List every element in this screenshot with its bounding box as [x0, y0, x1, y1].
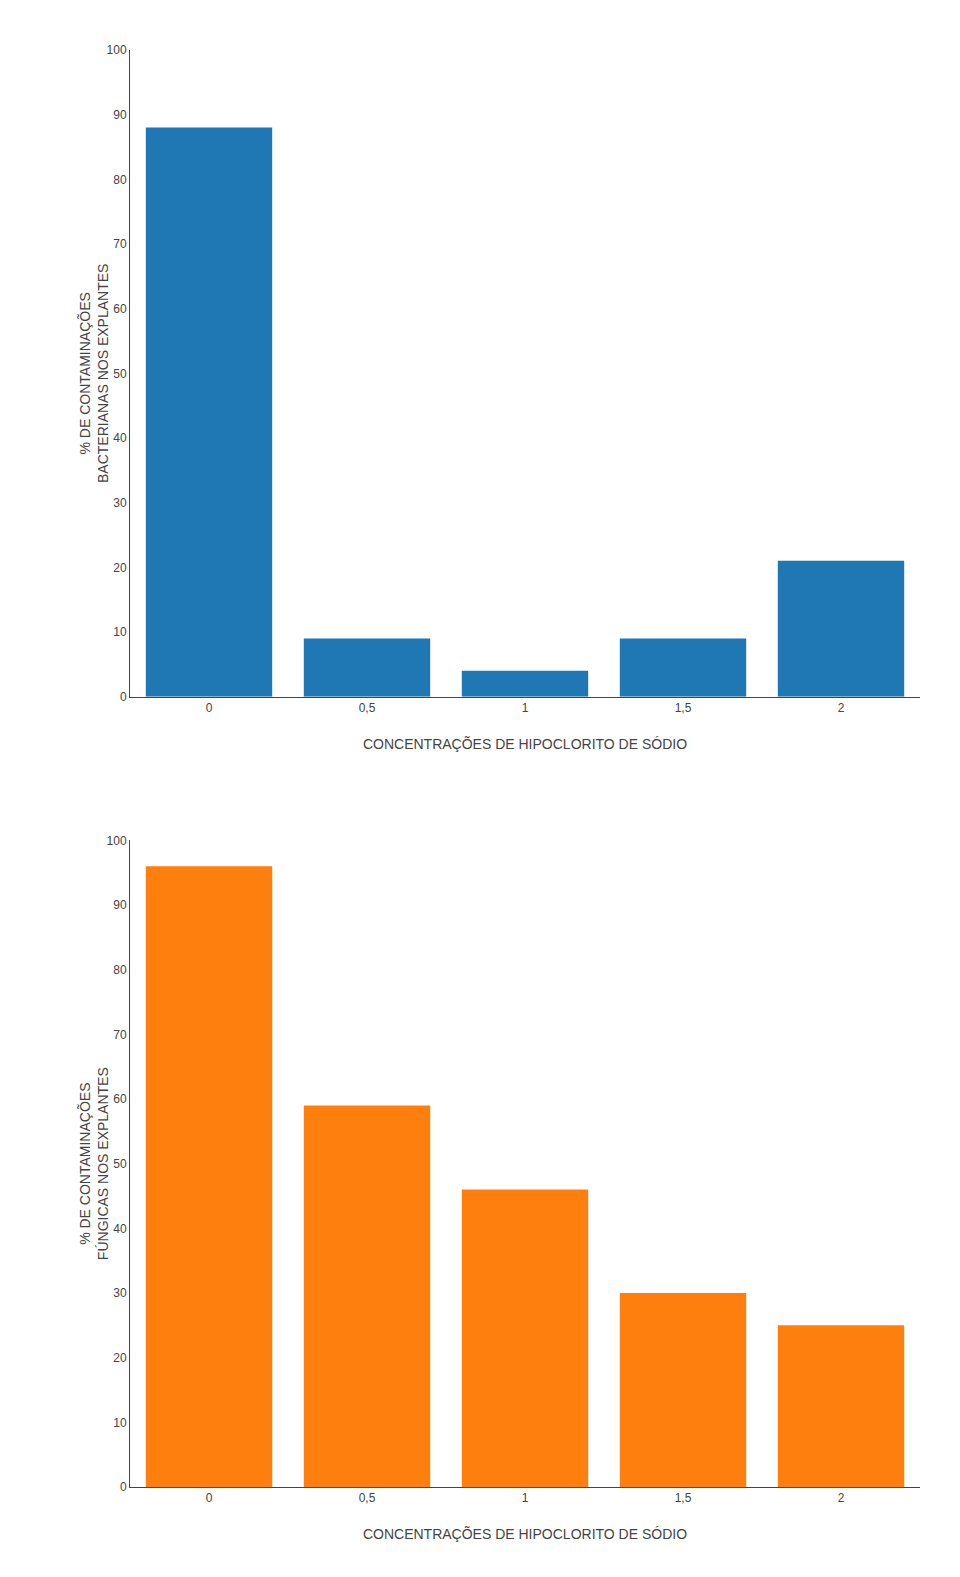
svg-text:0,5: 0,5 [359, 701, 376, 715]
svg-text:% DE CONTAMINAÇÕESBACTERIANAS: % DE CONTAMINAÇÕESBACTERIANAS NOS EXPLAN… [77, 264, 111, 483]
svg-text:20: 20 [113, 561, 127, 575]
svg-text:1,5: 1,5 [675, 701, 692, 715]
svg-text:60: 60 [113, 1092, 127, 1106]
svg-text:30: 30 [113, 496, 127, 510]
svg-text:CONCENTRAÇÕES DE HIPOCLORITO D: CONCENTRAÇÕES DE HIPOCLORITO DE SÓDIO [363, 736, 687, 752]
svg-text:90: 90 [113, 108, 127, 122]
svg-text:40: 40 [113, 1222, 127, 1236]
svg-text:40: 40 [113, 431, 127, 445]
svg-text:100: 100 [107, 834, 127, 848]
svg-text:1: 1 [522, 1491, 529, 1505]
svg-text:50: 50 [113, 1157, 127, 1171]
svg-text:90: 90 [113, 898, 127, 912]
svg-text:10: 10 [113, 1416, 127, 1430]
svg-text:20: 20 [113, 1351, 127, 1365]
svg-text:70: 70 [113, 1028, 127, 1042]
svg-text:0: 0 [120, 1480, 127, 1494]
svg-text:CONCENTRAÇÕES DE HIPOCLORITO D: CONCENTRAÇÕES DE HIPOCLORITO DE SÓDIO [363, 1526, 687, 1542]
svg-text:80: 80 [113, 963, 127, 977]
svg-text:% DE CONTAMINAÇÕESFÚNGICAS NOS: % DE CONTAMINAÇÕESFÚNGICAS NOS EXPLANTES [77, 1067, 111, 1260]
svg-text:0: 0 [120, 690, 127, 704]
svg-text:80: 80 [113, 173, 127, 187]
svg-text:100: 100 [107, 43, 127, 57]
svg-text:0: 0 [206, 701, 213, 715]
svg-text:2: 2 [838, 1491, 845, 1505]
svg-text:2: 2 [838, 701, 845, 715]
svg-text:50: 50 [113, 367, 127, 381]
svg-text:70: 70 [113, 237, 127, 251]
svg-text:1: 1 [522, 701, 529, 715]
svg-text:30: 30 [113, 1286, 127, 1300]
svg-text:0,5: 0,5 [359, 1491, 376, 1505]
svg-text:60: 60 [113, 302, 127, 316]
svg-text:1,5: 1,5 [675, 1491, 692, 1505]
svg-text:0: 0 [206, 1491, 213, 1505]
svg-text:10: 10 [113, 625, 127, 639]
